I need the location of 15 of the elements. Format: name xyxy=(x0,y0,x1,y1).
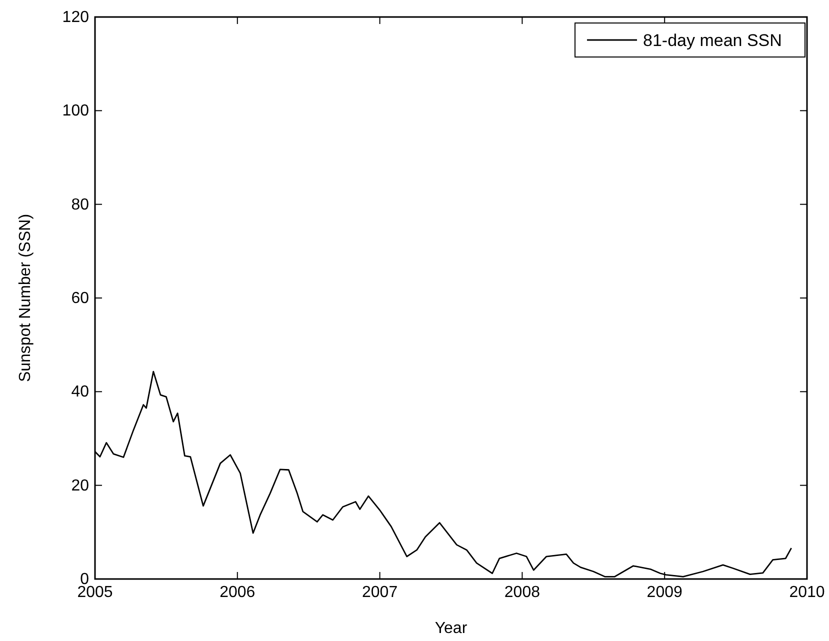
x-tick-label: 2007 xyxy=(362,584,398,601)
x-tick-label: 2005 xyxy=(77,584,113,601)
x-tick-label: 2006 xyxy=(220,584,256,601)
y-tick-label: 60 xyxy=(71,290,90,307)
y-axis-title: Sunspot Number (SSN) xyxy=(17,214,34,382)
x-tick-label: 2008 xyxy=(504,584,540,601)
x-axis-title: Year xyxy=(434,620,468,637)
y-tick-label: 120 xyxy=(62,9,90,26)
x-tick-label: 2009 xyxy=(646,584,682,601)
y-tick-label: 40 xyxy=(71,384,90,401)
y-tick-label: 20 xyxy=(71,477,90,494)
legend-label: 81-day mean SSN xyxy=(643,31,782,50)
x-tick-label: 2010 xyxy=(789,584,825,601)
y-tick-label: 80 xyxy=(71,196,90,214)
y-tick-label: 100 xyxy=(62,102,90,120)
